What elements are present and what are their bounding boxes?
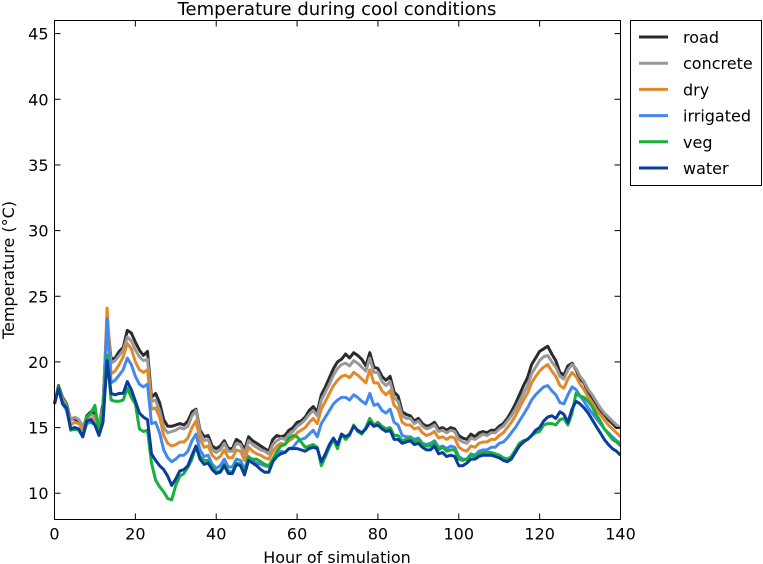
x-tick-label: 60 [287,525,307,544]
y-tick-label: 15 [28,419,48,438]
y-tick-label: 25 [28,287,48,306]
y-axis-label: Temperature (°C) [0,201,18,340]
y-axis-ticks: 10 15 20 25 30 35 40 45 [28,25,621,503]
legend-label-veg: veg [683,133,712,152]
x-tick-label: 20 [125,525,145,544]
plot-frame [54,20,621,520]
y-tick-label: 40 [28,90,48,109]
y-tick-label: 10 [28,484,48,503]
legend-label-dry: dry [683,80,709,99]
chart-title: Temperature during cool conditions [177,0,497,20]
y-tick-label: 35 [28,156,48,175]
series-line-dry [53,306,622,462]
x-tick-label: 0 [49,525,59,544]
x-axis-ticks: 0 20 40 60 80 100 120 140 [49,20,636,544]
legend-label-road: road [683,28,719,47]
legend-label-irrigated: irrigated [683,107,751,126]
legend-box [630,20,762,186]
series-line-water [53,359,622,487]
x-tick-label: 40 [206,525,226,544]
x-tick-label: 140 [605,525,636,544]
y-tick-label: 30 [28,222,48,241]
x-axis-label: Hour of simulation [263,548,411,564]
y-tick-label: 45 [28,25,48,44]
x-tick-label: 80 [368,525,388,544]
x-tick-label: 120 [524,525,555,544]
x-tick-label: 100 [444,525,475,544]
legend-label-water: water [683,159,729,178]
series-line-irrigated [53,317,622,472]
series-layer [53,306,622,502]
legend-label-concrete: concrete [683,54,753,73]
legend: road concrete dry irrigated veg water [630,20,762,186]
y-tick-label: 20 [28,353,48,372]
